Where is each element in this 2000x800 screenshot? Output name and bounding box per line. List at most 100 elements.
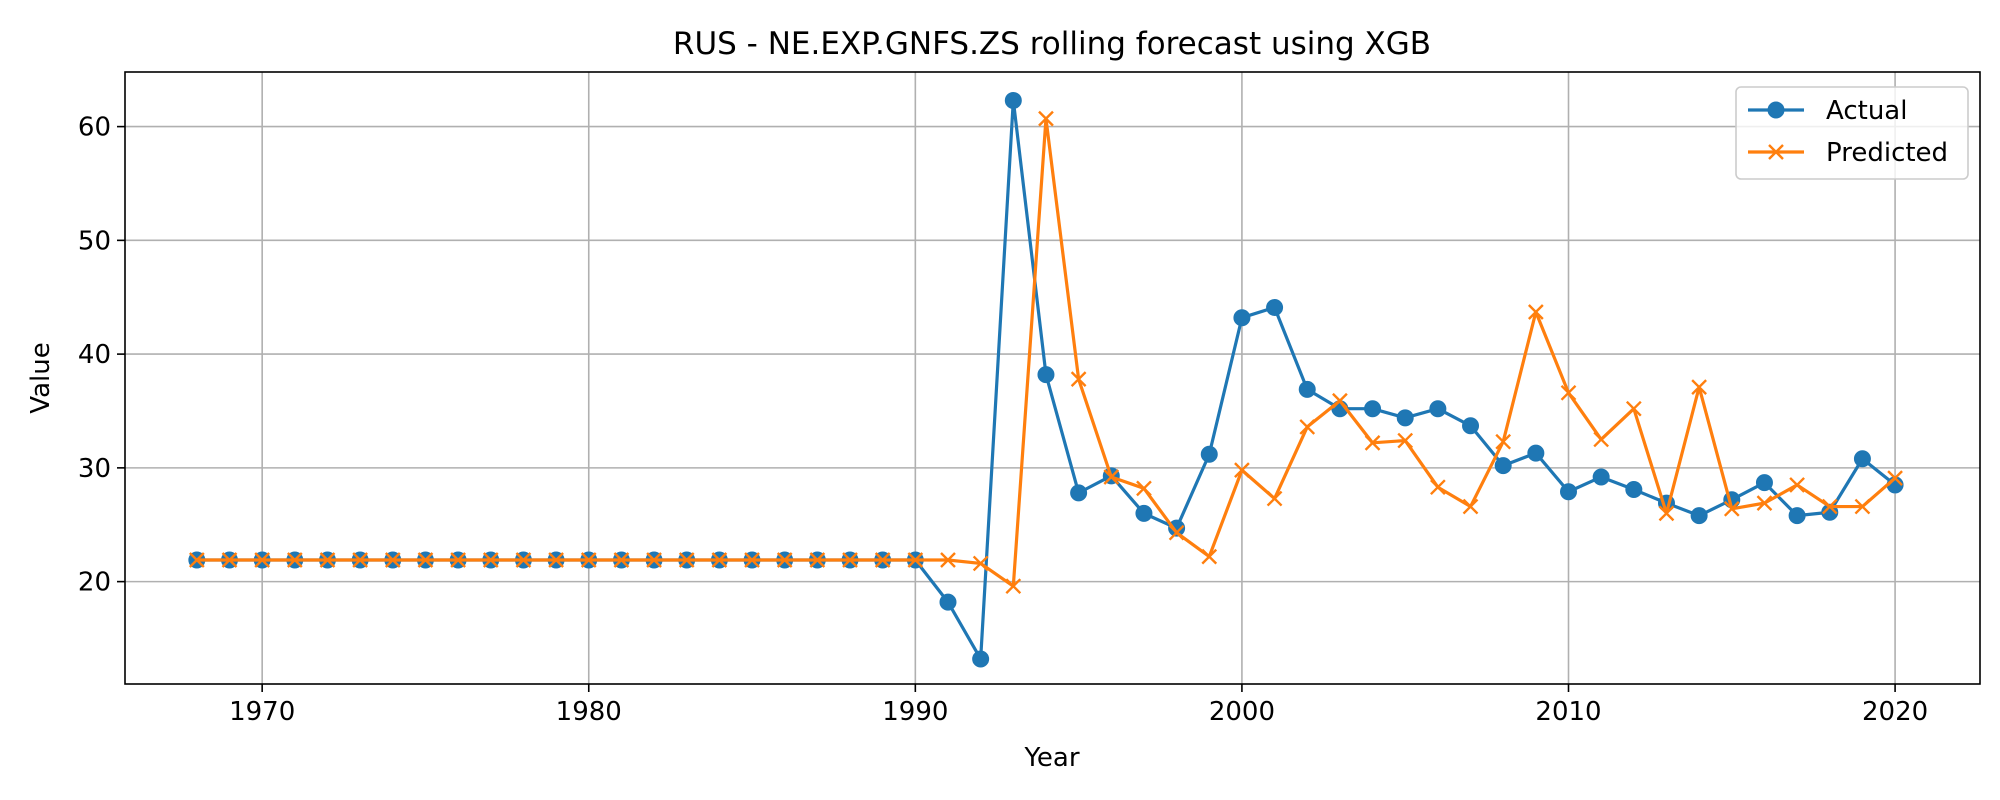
data-point-actual <box>1168 519 1186 537</box>
data-point-actual <box>1037 366 1055 384</box>
legend-label: Predicted <box>1826 138 1948 168</box>
data-point-actual <box>1821 503 1839 521</box>
x-tick-label: 1970 <box>229 697 295 727</box>
data-point-actual <box>1200 445 1218 463</box>
series-layer <box>188 91 1904 668</box>
data-point-predicted <box>1691 379 1707 395</box>
data-point-actual <box>1135 504 1153 522</box>
data-point-predicted <box>744 552 760 568</box>
data-point-actual <box>1494 457 1512 475</box>
data-point-actual <box>1788 507 1806 525</box>
data-point-predicted <box>580 552 597 568</box>
data-point-actual <box>1396 409 1414 427</box>
data-point-actual <box>1070 484 1088 502</box>
data-point-predicted <box>1821 498 1838 515</box>
data-point-predicted <box>1364 434 1381 451</box>
data-point-actual <box>1853 450 1871 468</box>
data-point-actual <box>1004 91 1022 109</box>
data-point-predicted <box>319 552 336 568</box>
data-point-predicted <box>1495 433 1512 450</box>
legend-label: Actual <box>1826 96 1907 126</box>
data-point-predicted <box>842 552 858 568</box>
series-actual <box>188 91 1904 668</box>
data-point-predicted <box>515 552 532 568</box>
data-point-predicted <box>1528 304 1544 320</box>
data-point-predicted <box>1397 432 1414 449</box>
data-point-predicted <box>1136 480 1152 497</box>
data-point-predicted <box>1593 431 1610 448</box>
data-point-predicted <box>352 552 368 568</box>
data-point-predicted <box>1266 490 1283 507</box>
x-tick-label: 2000 <box>1209 697 1275 727</box>
data-point-actual <box>1527 444 1545 462</box>
y-tick-label: 40 <box>78 340 111 370</box>
data-point-predicted <box>1005 578 1022 595</box>
data-point-predicted <box>907 552 924 568</box>
data-point-predicted <box>1854 498 1871 515</box>
legend-items: Actual Predicted <box>1748 96 1948 168</box>
data-point-predicted <box>711 552 728 568</box>
data-point-predicted <box>1658 505 1675 522</box>
x-tick-label: 2010 <box>1535 697 1601 727</box>
data-point-actual <box>1755 474 1773 492</box>
chart-title: RUS - NE.EXP.GNFS.ZS rolling forecast us… <box>673 26 1431 62</box>
legend-marker <box>1768 144 1784 160</box>
data-point-predicted <box>874 552 891 568</box>
data-point-actual <box>939 593 957 611</box>
data-point-actual <box>972 650 990 668</box>
x-tick-label: 1980 <box>556 697 622 727</box>
data-point-actual <box>1429 400 1447 418</box>
data-point-actual <box>1266 298 1284 316</box>
data-point-actual <box>1560 483 1578 501</box>
data-point-predicted <box>1462 498 1479 515</box>
data-point-predicted <box>1887 470 1903 486</box>
x-tick-label: 1990 <box>882 697 948 727</box>
data-point-actual <box>1625 480 1643 498</box>
series-predicted <box>189 110 1903 595</box>
data-point-predicted <box>1723 500 1740 517</box>
legend-item-predicted: Predicted <box>1748 138 1948 168</box>
data-point-predicted <box>809 552 826 568</box>
data-point-predicted <box>417 552 434 568</box>
y-tick-label: 20 <box>78 568 111 598</box>
data-point-predicted <box>1560 384 1577 401</box>
data-point-predicted <box>254 552 271 568</box>
y-tick-label: 50 <box>78 226 111 256</box>
data-point-predicted <box>1103 469 1120 485</box>
data-point-predicted <box>482 552 499 568</box>
data-point-predicted <box>450 552 466 568</box>
y-tick-label: 60 <box>78 113 111 143</box>
data-point-predicted <box>646 552 662 568</box>
legend: Actual Predicted <box>1735 86 1969 180</box>
data-point-predicted <box>1789 477 1805 493</box>
data-point-predicted <box>1299 419 1316 435</box>
plot-area <box>124 71 1981 685</box>
data-point-predicted <box>678 552 695 568</box>
data-point-actual <box>1364 400 1382 418</box>
data-point-predicted <box>189 552 205 568</box>
data-point-predicted <box>1070 371 1087 387</box>
data-point-predicted <box>1625 400 1642 417</box>
data-point-predicted <box>940 552 956 568</box>
data-point-predicted <box>972 555 989 572</box>
data-point-predicted <box>613 552 630 568</box>
data-point-predicted <box>776 552 793 568</box>
data-point-actual <box>1592 468 1610 486</box>
x-axis-label: Year <box>1023 743 1079 773</box>
legend-marker <box>1767 101 1785 119</box>
y-axis-label: Value <box>26 342 56 413</box>
data-point-predicted <box>384 552 401 568</box>
data-point-actual <box>1462 417 1480 435</box>
data-point-predicted <box>1168 524 1185 541</box>
legend-item-actual: Actual <box>1748 96 1907 126</box>
series-line-predicted <box>196 117 1897 588</box>
data-point-actual <box>1298 380 1316 398</box>
data-point-predicted <box>221 552 238 568</box>
data-point-actual <box>1690 507 1708 525</box>
data-point-predicted <box>1201 548 1218 565</box>
data-point-predicted <box>1430 479 1446 496</box>
data-point-predicted <box>1234 462 1250 478</box>
data-point-actual <box>1233 309 1251 327</box>
